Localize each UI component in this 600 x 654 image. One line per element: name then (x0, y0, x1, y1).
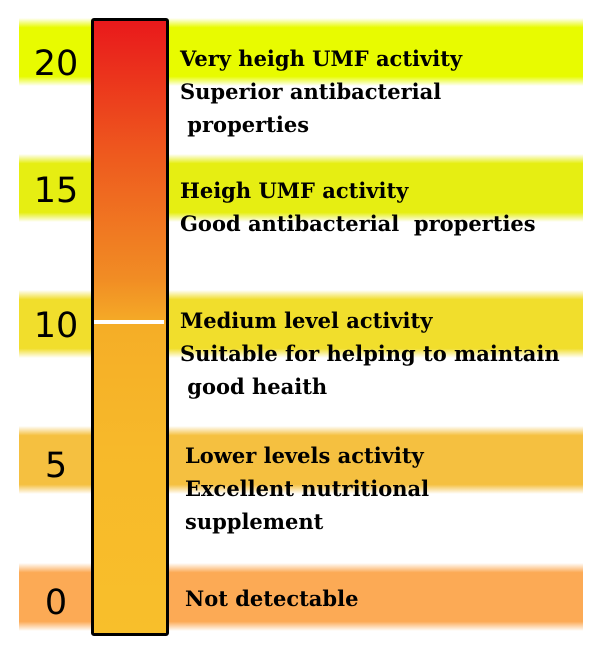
level-20-line-1: Very heigh UMF activity (180, 46, 463, 71)
scale-marker-10 (94, 320, 164, 324)
level-15-description: Heigh UMF activity Good antibacterial pr… (180, 174, 536, 240)
level-15-line-2: Good antibacterial properties (180, 211, 536, 236)
level-20-line-3: properties (180, 112, 310, 137)
level-0-description: Not detectable (185, 582, 358, 615)
scale-value-0: 0 (44, 583, 68, 623)
level-5-line-1: Lower levels activity (185, 443, 424, 468)
level-10-line-3: good heaith (180, 374, 328, 399)
scale-value-5: 5 (44, 446, 68, 486)
scale-value-10: 10 (33, 306, 79, 346)
level-20-description: Very heigh UMF activity Superior antibac… (180, 42, 462, 141)
scale-value-15: 15 (33, 171, 79, 211)
level-5-line-2: Excellent nutritional (185, 476, 430, 501)
level-5-description: Lower levels activity Excellent nutritio… (185, 439, 429, 538)
level-20-line-2: Superior antibacterial (180, 79, 442, 104)
umf-thermometer-bar (91, 18, 169, 636)
scale-value-20: 20 (33, 44, 79, 84)
level-5-line-3: supplement (185, 509, 324, 534)
level-10-line-1: Medium level activity (180, 308, 433, 333)
level-0-line-1: Not detectable (185, 586, 359, 611)
level-10-line-2: Suitable for helping to maintain (180, 341, 560, 366)
level-10-description: Medium level activity Suitable for helpi… (180, 304, 560, 403)
level-15-line-1: Heigh UMF activity (180, 178, 409, 203)
